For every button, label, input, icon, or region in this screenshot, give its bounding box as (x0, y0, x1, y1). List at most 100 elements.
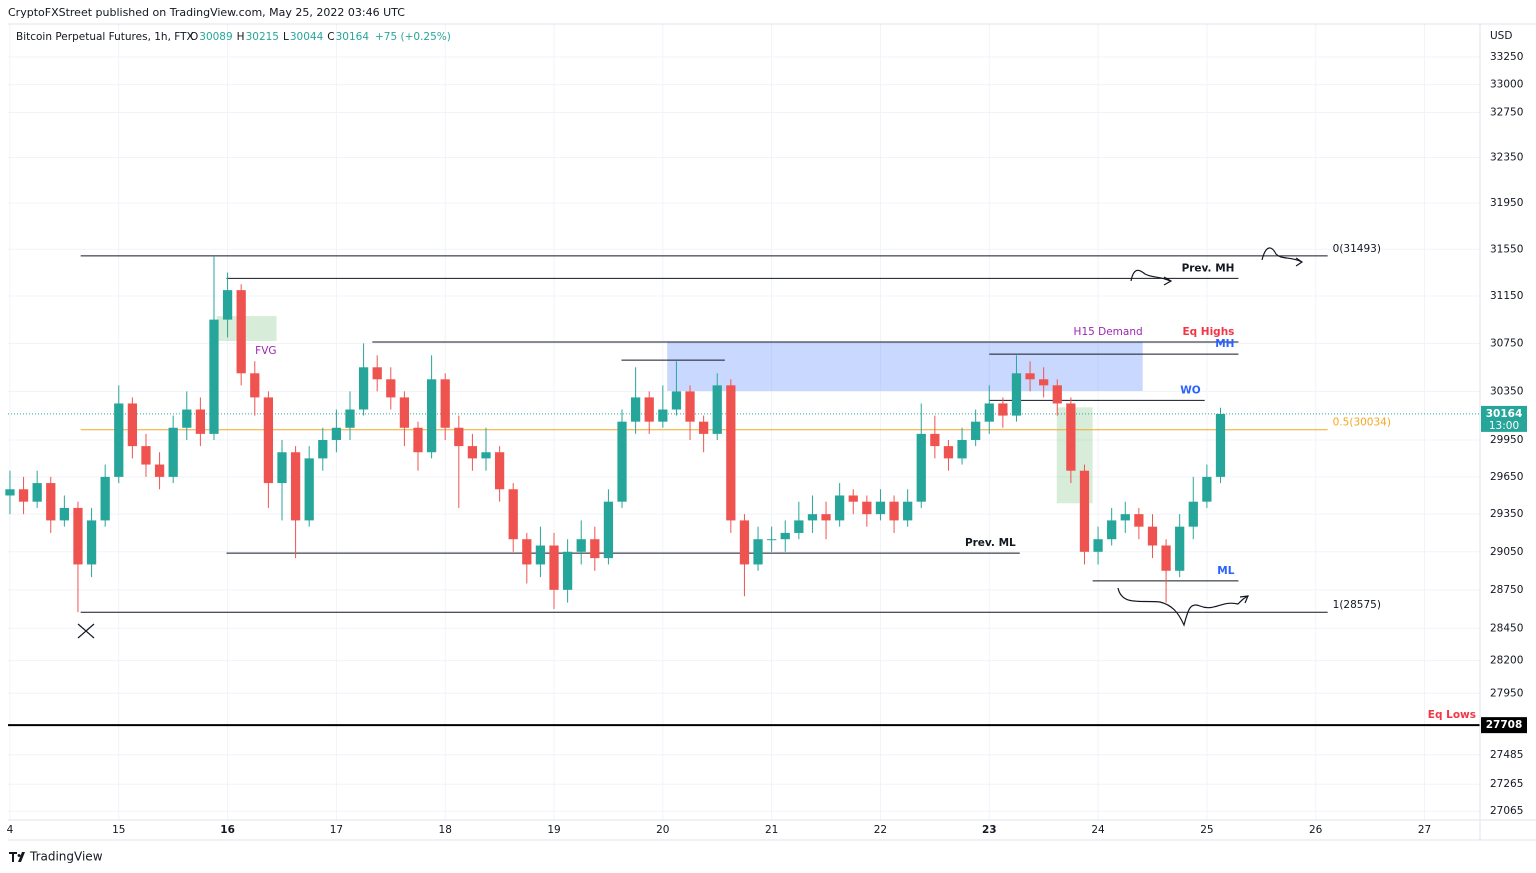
y-tick-label: 32350 (1490, 151, 1523, 163)
candle-body (1175, 526, 1185, 571)
candle-body (549, 545, 559, 590)
candle-body (617, 421, 627, 502)
arrow-drawing (1261, 247, 1304, 267)
candle-body (971, 421, 981, 440)
candle-body (358, 367, 369, 410)
candle-body (1093, 539, 1103, 552)
legend-key: H (237, 31, 245, 43)
candle-body (780, 532, 790, 540)
level-label: MH (1215, 338, 1234, 350)
candle-body (127, 403, 137, 447)
candle-body (1147, 526, 1158, 546)
candle-body (399, 397, 410, 428)
candle-body (1052, 385, 1062, 404)
zone-label: H15 Demand (1074, 326, 1143, 338)
candle-body (916, 433, 926, 502)
candle-body (1161, 545, 1171, 571)
candle-body (494, 452, 505, 490)
y-tick-label: 31150 (1490, 290, 1523, 302)
level-label: WO (1180, 384, 1201, 396)
candle-body (848, 495, 858, 502)
x-tick-label: 16 (220, 824, 235, 836)
y-tick-label: 28450 (1490, 622, 1523, 634)
candle-body (862, 501, 872, 515)
candle-body (767, 539, 777, 541)
candle-body (1011, 373, 1022, 416)
x-tick-label: 4 (7, 824, 14, 836)
candle-body (222, 290, 233, 320)
candle-body (209, 319, 219, 434)
candle-body (440, 379, 450, 428)
x-tick-label: 25 (1200, 824, 1213, 836)
candle-body (141, 446, 151, 465)
candle-body (73, 507, 83, 565)
level-label: Prev. MH (1182, 262, 1235, 274)
candle-body (1079, 470, 1090, 552)
y-tick-label: 29950 (1490, 434, 1523, 446)
y-tick-label: 30350 (1490, 385, 1523, 397)
candle-body (86, 520, 97, 565)
x-tick-label: 18 (439, 824, 452, 836)
candle-body (46, 483, 56, 521)
candle-body (18, 489, 29, 502)
candle-body (671, 391, 682, 410)
candle-body (250, 373, 260, 398)
legend-value: 30164 (336, 31, 370, 43)
candle-body (889, 501, 899, 521)
level-label: ML (1217, 565, 1234, 577)
candle-body (426, 379, 437, 453)
candle-body (1134, 514, 1144, 527)
candle-body (699, 421, 709, 434)
x-tick-label: 20 (656, 824, 669, 836)
candle-body (372, 367, 382, 380)
y-tick-label: 29050 (1490, 546, 1523, 558)
candle-body (875, 501, 886, 515)
y-tick-label: 28200 (1490, 655, 1523, 667)
candle-body (481, 452, 491, 459)
legend-value: 30215 (246, 31, 279, 43)
candle-body (331, 427, 342, 440)
candle-body (345, 409, 355, 428)
candle-body (195, 409, 206, 434)
legend-key: C (327, 31, 334, 43)
arrow-drawing (1117, 587, 1249, 627)
y-tick-label: 29350 (1490, 508, 1523, 520)
candle-body (535, 545, 546, 565)
y-tick-label: 28750 (1490, 584, 1523, 596)
candle-body (1202, 476, 1212, 502)
arrow-drawing (1130, 269, 1173, 286)
candle-body (562, 551, 573, 590)
fib-label: 0(31493) (1333, 243, 1381, 255)
y-tick-label: 27265 (1490, 778, 1523, 790)
footer-logo (9, 852, 25, 862)
axes: USD 27065 27265 27485 27950 28200 28450 28750 29… (7, 20, 1536, 841)
fib-label: 0.5(30034) (1333, 417, 1391, 429)
y-tick-label: 27065 (1490, 805, 1523, 817)
level-label: Eq Highs (1182, 326, 1234, 338)
last-price-value: 30164 (1486, 408, 1523, 420)
candle-body (739, 520, 750, 565)
legend-change: +75 (+0.25%) (375, 31, 451, 43)
zone-box (667, 341, 1143, 392)
drawings (77, 247, 1304, 639)
fib-label: 1(28575) (1333, 599, 1381, 611)
candle-body (943, 446, 954, 459)
candle-body (263, 397, 274, 484)
y-tick-label: 30750 (1490, 337, 1523, 349)
plot: FVG H15 Demand 0(31493) 0.5(30034) 1(28575) P… (5, 243, 1480, 727)
x-tick-label: 27 (1418, 824, 1431, 836)
candle-body (508, 489, 518, 540)
candle-body (236, 290, 246, 374)
candle-body (603, 501, 614, 559)
currency-label: USD (1490, 30, 1512, 42)
candle-body (1120, 514, 1130, 521)
y-tick-label: 27485 (1490, 749, 1523, 761)
candle-body (957, 439, 967, 459)
level-price-value: 27708 (1486, 719, 1523, 731)
candle-body (522, 539, 532, 565)
zone-box (216, 316, 277, 341)
last-price-countdown: 13:00 (1489, 420, 1519, 432)
candle-body (1188, 501, 1198, 527)
